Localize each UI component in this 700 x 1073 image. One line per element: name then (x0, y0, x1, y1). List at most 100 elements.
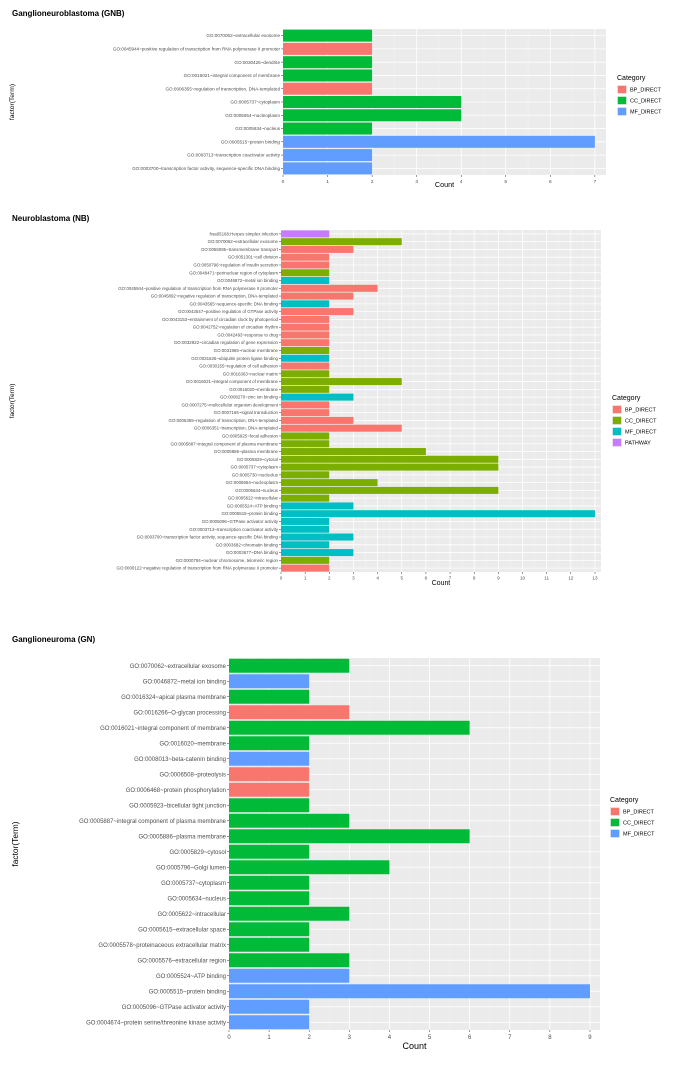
category-label: GO:0030425~dendrite (234, 60, 280, 65)
category-label: GO:0006508~proteolysis (159, 772, 226, 778)
category-label: GO:0005622~intracellular (228, 496, 279, 501)
category-label: GO:0005737~cytoplasm (230, 100, 280, 105)
bar (229, 813, 350, 828)
x-tick-label: 10 (520, 576, 526, 581)
bar (229, 658, 350, 673)
bar (283, 162, 373, 175)
category-label: GO:0007275~multicellular organism develo… (181, 402, 278, 407)
x-tick-label: 8 (473, 576, 476, 581)
bar (229, 891, 310, 906)
y-axis-label: factor(Term) (9, 384, 16, 419)
category-label: GO:0005524~ATP binding (227, 503, 279, 508)
bar (281, 284, 378, 292)
bar (283, 96, 462, 108)
y-axis-label: factor(Term) (9, 84, 16, 120)
bar (229, 736, 310, 751)
category-label: GO:0055085~transmembrane transport (201, 247, 279, 252)
category-label: GO:0005737~cytoplasm (161, 881, 226, 887)
x-tick-label: 13 (592, 576, 598, 581)
bar (281, 323, 330, 331)
category-label: GO:0016020~membrane (229, 387, 278, 392)
category-label: GO:0006355~regulation of transcription, … (169, 418, 279, 423)
chart-panel-nb: Neuroblastoma (NB) hsa05168:Herpes simpl… (0, 205, 700, 605)
x-axis-label: Count (402, 1041, 427, 1051)
x-tick-label: 5 (428, 1035, 432, 1041)
bar (281, 393, 354, 401)
category-label: GO:0045892~negative regulation of transc… (151, 294, 279, 299)
legend-label: PATHWAY (625, 441, 651, 447)
bar (229, 860, 390, 875)
category-label: GO:0046872~metal ion binding (217, 278, 278, 283)
category-label: GO:0000784~nuclear chromosome, telomeric… (176, 558, 279, 563)
x-tick-label: 7 (449, 576, 452, 581)
bar (281, 401, 330, 409)
bar (229, 705, 350, 720)
x-tick-label: 6 (468, 1035, 472, 1041)
x-tick-label: 9 (497, 576, 500, 581)
category-label: GO:0042752~regulation of circadian rhyth… (193, 325, 279, 330)
x-tick-label: 5 (400, 576, 403, 581)
category-label: hsa05168:Herpes simplex infection (210, 231, 279, 236)
x-axis-label: Count (435, 180, 454, 189)
x-tick-label: 1 (304, 576, 307, 581)
bar (281, 378, 402, 386)
chart-title: Neuroblastoma (NB) (12, 214, 90, 223)
bar (229, 751, 310, 766)
category-label: GO:0005737~cytoplasm (231, 465, 279, 470)
category-label: GO:0005634~nucleus (235, 126, 281, 131)
category-label: GO:0016021~integral component of membran… (186, 379, 279, 384)
category-label: GO:0005654~nucleoplasm (225, 113, 280, 118)
chart-panel-gn: Ganglioneuroma (GN) GO:0070062~extracell… (0, 627, 700, 1067)
legend-title: Category (612, 395, 641, 402)
legend-label: MF_DIRECT (625, 430, 657, 436)
x-tick-label: 4 (376, 576, 379, 581)
chart-nb: hsa05168:Herpes simplex infection GO:0070… (9, 230, 657, 587)
bar (283, 149, 373, 162)
bar (281, 300, 330, 308)
category-label: GO:0005622~intracellular (157, 912, 226, 918)
category-label: GO:0016363~nuclear matrix (223, 371, 279, 376)
bar (281, 541, 330, 549)
category-label: GO:0005634~nucleus (167, 896, 226, 902)
bar (229, 984, 590, 999)
bar (283, 56, 373, 69)
category-label: GO:0043547~positive regulation of GTPase… (178, 309, 279, 314)
legend-label: MF_DIRECT (623, 832, 655, 838)
category-label: GO:0008270~zinc ion binding (220, 395, 279, 400)
bar (283, 122, 373, 135)
legend-label: CC_DIRECT (625, 419, 657, 425)
chart-gn: GO:0070062~extracellular exosome GO:00468… (10, 658, 655, 1051)
bar (281, 440, 330, 448)
bar (281, 517, 330, 525)
category-label: GO:0005515~protein binding (221, 511, 278, 516)
category-label: GO:0005096~GTPase activator activity (122, 1005, 226, 1011)
bar (229, 767, 310, 782)
category-label: GO:0005730~nucleolus (232, 472, 279, 477)
category-label: GO:0046872~metal ion binding (143, 679, 226, 685)
bar (281, 339, 330, 347)
bar (281, 315, 330, 323)
bar (281, 494, 330, 502)
bar (281, 354, 330, 362)
category-label: GO:0007165~signal transduction (214, 410, 279, 415)
bar (283, 82, 373, 95)
x-tick-label: 2 (328, 576, 331, 581)
bar (281, 455, 499, 463)
bar (229, 906, 350, 921)
category-label: GO:0005524~ATP binding (156, 974, 226, 980)
x-tick-label: 0 (282, 179, 285, 185)
category-label: GO:0005923~bicellular tight junction (129, 803, 226, 809)
legend-label: BP_DIRECT (630, 88, 662, 94)
bar (281, 549, 354, 557)
category-label: GO:0030155~regulation of cell adhesion (199, 364, 278, 369)
category-label: GO:0003677~DNA binding (226, 550, 279, 555)
category-label: GO:0005096~GTPase activator activity (202, 519, 279, 524)
x-tick-label: 6 (549, 179, 552, 185)
x-tick-label: 4 (388, 1035, 392, 1041)
bar (281, 269, 330, 277)
bar (281, 448, 426, 456)
x-tick-label: 6 (425, 576, 428, 581)
bar (281, 346, 330, 354)
bar (229, 829, 470, 844)
x-tick-label: 3 (348, 1035, 352, 1041)
